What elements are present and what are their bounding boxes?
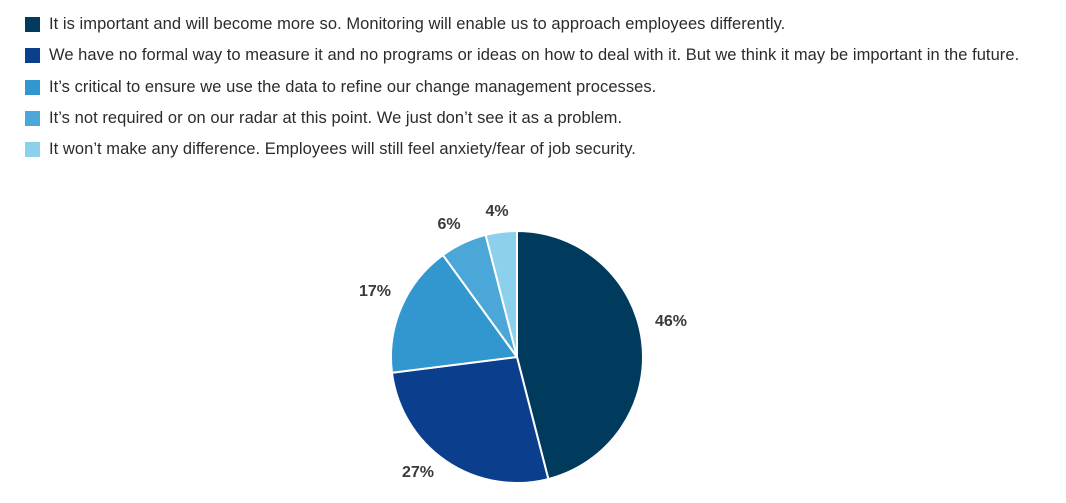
legend-swatch xyxy=(25,142,40,157)
legend-label: It’s not required or on our radar at thi… xyxy=(49,109,623,127)
chart-legend: It is important and will become more so.… xyxy=(25,13,1025,169)
legend-swatch xyxy=(25,48,40,63)
slice-percent-label: 27% xyxy=(402,464,434,481)
slice-percent-label: 17% xyxy=(359,283,391,300)
legend-item-no-formal-way: We have no formal way to measure it and … xyxy=(25,44,1025,67)
slice-percent-label: 46% xyxy=(655,313,687,330)
legend-label: It won’t make any difference. Employees … xyxy=(49,140,636,158)
legend-item-critical: It’s critical to ensure we use the data … xyxy=(25,76,1025,99)
legend-label: It’s critical to ensure we use the data … xyxy=(49,78,657,96)
legend-item-no-difference: It won’t make any difference. Employees … xyxy=(25,138,1025,161)
pie-slice xyxy=(390,356,550,484)
pie-slice xyxy=(484,230,518,358)
legend-label: It is important and will become more so.… xyxy=(49,15,786,33)
legend-swatch xyxy=(25,80,40,95)
slice-percent-label: 6% xyxy=(437,216,460,233)
legend-item-important: It is important and will become more so.… xyxy=(25,13,1025,36)
pie-slice xyxy=(390,254,518,374)
legend-swatch xyxy=(25,17,40,32)
pie-labels: 46% 27% 17% 6% 4% xyxy=(359,203,687,481)
pie-slice xyxy=(516,230,644,481)
legend-swatch xyxy=(25,111,40,126)
pie-slices xyxy=(390,230,644,484)
legend-label: We have no formal way to measure it and … xyxy=(49,46,1020,64)
legend-item-not-required: It’s not required or on our radar at thi… xyxy=(25,107,1025,130)
slice-percent-label: 4% xyxy=(485,203,508,220)
